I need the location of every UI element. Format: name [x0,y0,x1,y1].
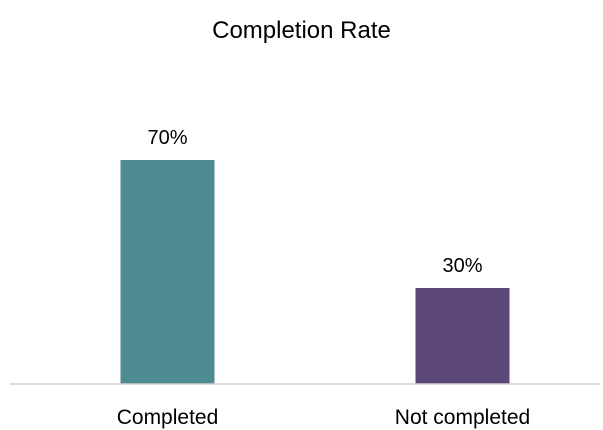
bar-group [120,160,510,384]
data-label-group: 70% 30% [147,127,482,277]
chart-title: Completion Rate [212,17,391,44]
x-tick-label-not-completed: Not completed [395,406,530,429]
x-tick-label-completed: Completed [117,406,219,429]
x-tick-label-group: Completed Not completed [117,406,530,429]
bar-completed [120,160,215,384]
bar-not-completed [415,288,510,384]
data-label-completed: 70% [147,127,187,149]
data-label-not-completed: 30% [442,255,482,277]
